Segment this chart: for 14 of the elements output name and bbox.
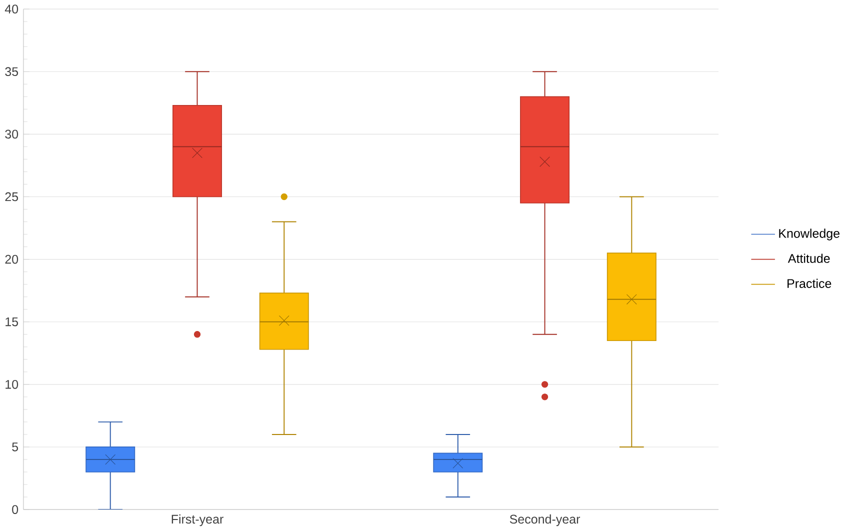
x-tick-label: First-year <box>172 514 224 526</box>
y-tick-label: 40 <box>4 4 18 14</box>
y-tick-label: 10 <box>6 380 18 389</box>
y-tick-label: 30 <box>5 130 18 139</box>
y-tick-label: 5 <box>12 442 18 452</box>
y-tick-label: 0 <box>12 505 18 514</box>
legend-label: Knowledge <box>779 228 840 240</box>
legend-label: Practice <box>788 278 832 288</box>
y-tick-label: 20 <box>5 254 18 264</box>
x-tick-label: Second-year <box>510 514 580 526</box>
y-tick-label: 25 <box>5 192 18 202</box>
y-tick-label: 15 <box>6 318 18 326</box>
legend-label: Attitude <box>788 254 830 264</box>
y-tick-label: 35 <box>5 67 18 76</box>
